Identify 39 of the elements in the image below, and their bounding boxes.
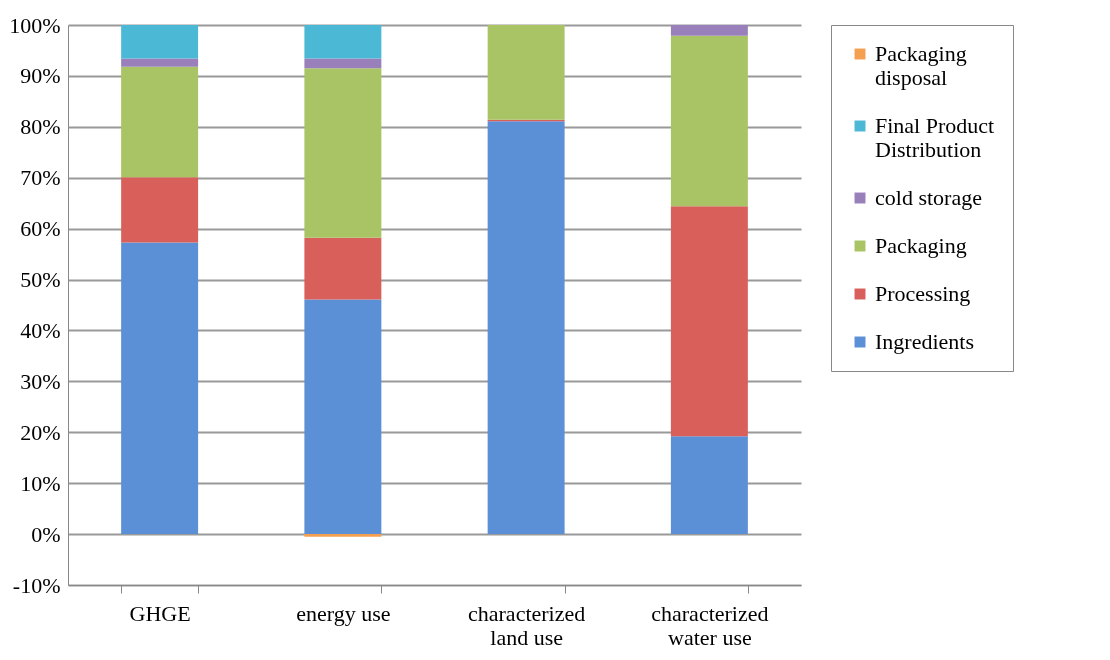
y-tick-label: 80% xyxy=(20,114,61,140)
bar xyxy=(304,58,382,69)
x-tick-label: energy use xyxy=(296,600,391,626)
bar xyxy=(304,299,382,535)
x-tick-label: GHGE xyxy=(129,600,191,626)
bar xyxy=(670,436,748,535)
bar xyxy=(670,35,748,207)
y-tick-label: 40% xyxy=(20,317,61,343)
bar xyxy=(121,242,199,535)
y-tick-label: 30% xyxy=(20,368,61,394)
bar xyxy=(670,206,748,437)
legend-label: Processing xyxy=(875,281,971,306)
y-tick-label: 70% xyxy=(20,165,61,191)
legend-label: cold storage xyxy=(875,185,982,210)
bar xyxy=(304,68,382,238)
y-tick-label: 100% xyxy=(9,12,61,38)
bar xyxy=(121,58,199,67)
y-tick-label: 20% xyxy=(20,419,61,445)
y-tick-label: 50% xyxy=(20,267,61,293)
y-tick-label: 0% xyxy=(31,521,61,547)
legend-label: Packaging disposal xyxy=(875,41,967,90)
legend-label: Ingredients xyxy=(875,329,974,354)
x-tick-label: characterized land use xyxy=(468,600,586,650)
legend-label: Packaging xyxy=(875,233,967,258)
x-tick-label: characterized water use xyxy=(651,600,769,650)
bar xyxy=(304,534,382,537)
bar xyxy=(121,177,199,243)
legend-label: Final Product Distribution xyxy=(875,113,995,162)
bar xyxy=(304,237,382,300)
bar xyxy=(121,66,199,178)
y-tick-label: 10% xyxy=(20,470,61,496)
bar xyxy=(121,25,199,59)
bar xyxy=(487,25,565,120)
bar xyxy=(670,25,748,36)
bar xyxy=(304,25,382,59)
y-tick-label: 60% xyxy=(20,216,61,242)
bar xyxy=(487,121,565,535)
y-tick-label: 90% xyxy=(20,63,61,89)
y-tick-label: -10% xyxy=(12,572,61,598)
